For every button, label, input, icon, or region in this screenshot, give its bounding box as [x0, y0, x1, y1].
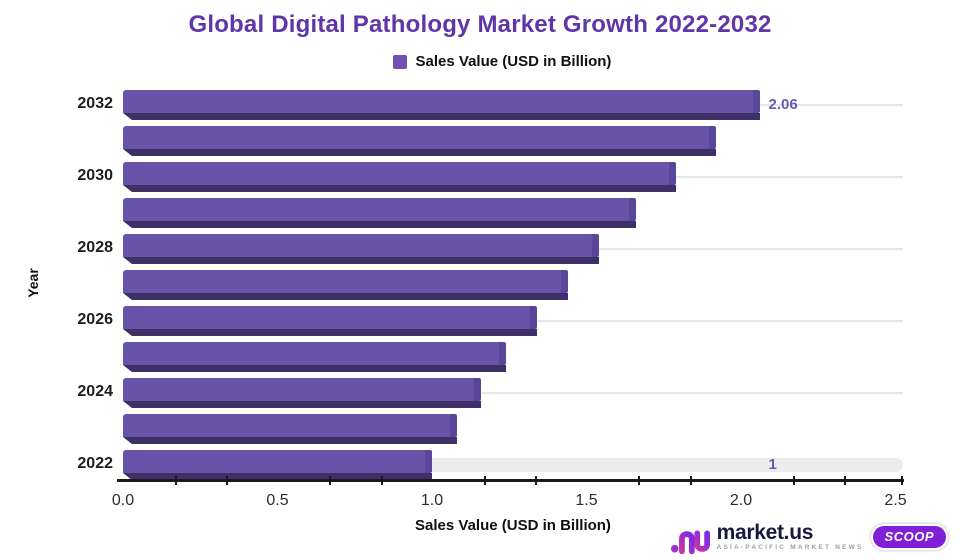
gridline-2024: [123, 392, 903, 394]
y-axis-label-2024: 2024: [77, 383, 113, 400]
x-axis-label-1.0: 1.0: [420, 492, 444, 509]
bar-bottom-bevel-2025: [123, 365, 506, 372]
bar-bottom-bevel-2022: [123, 473, 432, 480]
value-label-2032: 2.06: [768, 96, 798, 113]
bar-bottom-bevel-2032: [123, 113, 760, 120]
bar-side-2028: [592, 234, 599, 257]
legend-swatch-icon: [392, 54, 407, 69]
brand-footer: market.us ASIA-PACIFIC MARKET NEWS SCOOP: [670, 519, 948, 555]
bar-side-2026: [530, 306, 537, 329]
bar-side-2032: [753, 90, 760, 113]
bar-2027: [123, 270, 568, 300]
x-axis-label-0.0: 0.0: [111, 492, 135, 509]
bar-bottom-bevel-2024: [123, 401, 481, 408]
bar-side-2029: [629, 198, 636, 221]
bar-face-2031: [123, 126, 716, 149]
x-axis-minor-tick: [844, 476, 846, 485]
y-axis-label-2032: 2032: [77, 95, 113, 112]
x-axis-end-tick: [901, 476, 903, 485]
bar-bottom-bevel-2031: [123, 149, 716, 156]
x-axis-title: Sales Value (USD in Billion): [415, 517, 611, 534]
y-axis-label-2022: 2022: [77, 455, 113, 472]
bar-face-2026: [123, 306, 537, 329]
x-axis-label-1.5: 1.5: [575, 492, 598, 509]
bar-bottom-bevel-2029: [123, 221, 636, 228]
bar-bottom-bevel-2023: [123, 437, 457, 444]
bar-face-2030: [123, 162, 676, 185]
x-axis-minor-tick: [329, 476, 331, 485]
bar-face-2032: [123, 90, 760, 113]
x-axis-minor-tick: [690, 476, 692, 485]
brand-name: market.us: [716, 521, 814, 545]
x-axis-minor-tick: [484, 476, 486, 485]
bar-2026: [123, 306, 537, 336]
brand-text-block: market.us ASIA-PACIFIC MARKET NEWS: [717, 522, 864, 552]
bar-face-2023: [123, 414, 457, 437]
x-axis-label-2.5: 2.5: [884, 492, 907, 509]
bar-face-2027: [123, 270, 568, 293]
bar-side-2027: [561, 270, 568, 293]
bar-face-2028: [123, 234, 599, 257]
bar-2023: [123, 414, 457, 444]
bar-2025: [123, 342, 506, 372]
bar-bottom-bevel-2027: [123, 293, 568, 300]
value-label-2022: 1: [768, 456, 777, 473]
x-axis-label-0.5: 0.5: [266, 492, 289, 509]
bar-side-2022: [425, 450, 432, 473]
bar-2032: [123, 90, 760, 120]
bar-2029: [123, 198, 636, 228]
bar-face-2024: [123, 378, 481, 401]
y-axis-label-2026: 2026: [77, 311, 113, 328]
bar-face-2025: [123, 342, 506, 365]
bar-2022: [123, 450, 432, 480]
bar-side-2023: [450, 414, 457, 437]
x-axis-label-2.0: 2.0: [729, 492, 753, 509]
bar-2028: [123, 234, 599, 264]
bar-2031: [123, 126, 716, 156]
x-axis-minor-tick: [175, 476, 177, 485]
bar-bottom-bevel-2026: [123, 329, 537, 336]
bar-face-2022: [123, 450, 432, 473]
y-axis-label-2028: 2028: [77, 239, 113, 256]
x-axis-minor-tick: [226, 476, 228, 485]
x-axis-minor-tick: [535, 476, 537, 485]
x-axis-minor-tick: [638, 476, 640, 485]
chart-title: Global Digital Pathology Market Growth 2…: [188, 11, 772, 38]
x-axis-minor-tick: [381, 476, 383, 485]
bar-2030: [123, 162, 676, 192]
bar-side-2030: [669, 162, 676, 185]
bar-side-2031: [709, 126, 716, 149]
bar-bottom-bevel-2030: [123, 185, 676, 192]
bar-side-2025: [499, 342, 506, 365]
scoop-badge: SCOOP: [870, 524, 948, 550]
bar-face-2029: [123, 198, 636, 221]
bar-2024: [123, 378, 481, 408]
legend: Sales Value (USD in Billion): [0, 53, 960, 70]
x-axis-minor-tick: [793, 476, 795, 485]
y-axis-label-2030: 2030: [77, 167, 113, 184]
market-us-logo-icon: [670, 530, 710, 555]
legend-item: Sales Value (USD in Billion): [392, 53, 612, 70]
bar-bottom-bevel-2028: [123, 257, 599, 264]
x-axis-line: [117, 479, 904, 482]
legend-label: Sales Value (USD in Billion): [415, 53, 612, 70]
brand-tagline: ASIA-PACIFIC MARKET NEWS: [716, 544, 864, 552]
bar-side-2024: [474, 378, 481, 401]
